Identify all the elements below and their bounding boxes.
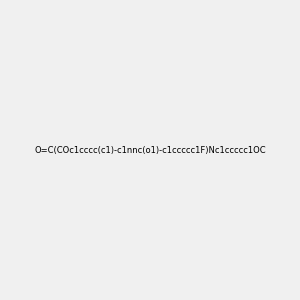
Text: O=C(COc1cccc(c1)-c1nnc(o1)-c1ccccc1F)Nc1ccccc1OC: O=C(COc1cccc(c1)-c1nnc(o1)-c1ccccc1F)Nc1…	[34, 146, 266, 154]
